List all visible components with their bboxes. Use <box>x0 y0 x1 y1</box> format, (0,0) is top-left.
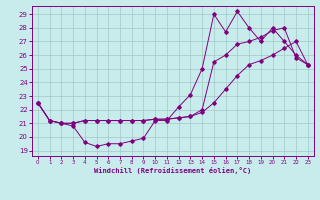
X-axis label: Windchill (Refroidissement éolien,°C): Windchill (Refroidissement éolien,°C) <box>94 167 252 174</box>
